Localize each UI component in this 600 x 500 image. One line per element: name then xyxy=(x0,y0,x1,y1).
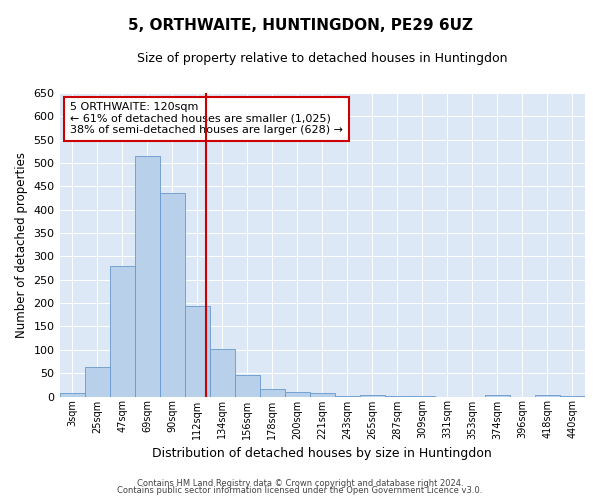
Bar xyxy=(285,392,310,396)
X-axis label: Distribution of detached houses by size in Huntingdon: Distribution of detached houses by size … xyxy=(152,447,492,460)
Bar xyxy=(535,394,560,396)
Bar xyxy=(310,393,335,396)
Bar xyxy=(160,194,185,396)
Text: Contains public sector information licensed under the Open Government Licence v3: Contains public sector information licen… xyxy=(118,486,482,495)
Text: 5, ORTHWAITE, HUNTINGDON, PE29 6UZ: 5, ORTHWAITE, HUNTINGDON, PE29 6UZ xyxy=(128,18,473,32)
Bar xyxy=(185,306,209,396)
Text: Contains HM Land Registry data © Crown copyright and database right 2024.: Contains HM Land Registry data © Crown c… xyxy=(137,478,463,488)
Title: Size of property relative to detached houses in Huntingdon: Size of property relative to detached ho… xyxy=(137,52,508,66)
Bar xyxy=(209,350,235,397)
Text: 5 ORTHWAITE: 120sqm
← 61% of detached houses are smaller (1,025)
38% of semi-det: 5 ORTHWAITE: 120sqm ← 61% of detached ho… xyxy=(70,102,343,136)
Bar xyxy=(59,393,85,396)
Bar xyxy=(85,367,110,396)
Bar xyxy=(360,394,385,396)
Bar xyxy=(485,394,510,396)
Y-axis label: Number of detached properties: Number of detached properties xyxy=(15,152,28,338)
Bar xyxy=(260,388,285,396)
Bar xyxy=(235,375,260,396)
Bar xyxy=(110,266,134,396)
Bar xyxy=(134,156,160,396)
